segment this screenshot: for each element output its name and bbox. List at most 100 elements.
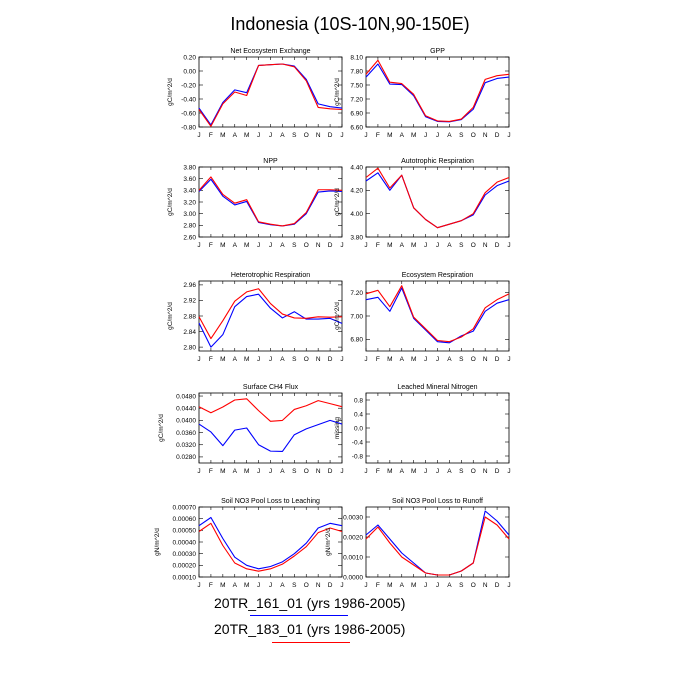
panel-7-frame bbox=[365, 392, 510, 464]
panel-5-xtick-label: O bbox=[471, 356, 476, 363]
panel-3-ylabel: gC/m^2/d bbox=[334, 188, 341, 216]
panel-1-series-183 bbox=[365, 59, 510, 122]
panel-2-ytick-label: 3.80 bbox=[183, 164, 196, 171]
legend-entry-183: 20TR_183_01 (yrs 1986-2005) bbox=[214, 621, 406, 637]
panel-6-xtick-label: J bbox=[257, 468, 260, 475]
panel-5-xtick-label: S bbox=[459, 356, 464, 363]
panel-7-ytick-label: 0.0 bbox=[354, 425, 363, 432]
panel-3-ytick-label: 3.80 bbox=[350, 234, 363, 241]
panel-6-xtick-label: J bbox=[340, 468, 343, 475]
panel-6-frame bbox=[198, 392, 343, 464]
panel-7-xtick-label: S bbox=[459, 468, 464, 475]
panel-8-series-183 bbox=[198, 522, 343, 572]
panel-5-xtick-label: J bbox=[507, 356, 510, 363]
panel-6-xtick-label: M bbox=[244, 468, 249, 475]
panel-9-ytick-label: 0.0020 bbox=[343, 534, 363, 541]
panel-0-xtick-label: S bbox=[292, 132, 297, 139]
panel-3-series-161 bbox=[365, 172, 510, 229]
panel-9-ylabel: gN/m^2/d bbox=[325, 528, 332, 556]
panel-5-ylabel: gC/m^2/d bbox=[334, 302, 341, 330]
panel-0-ytick-label: -0.20 bbox=[181, 82, 196, 89]
panel-7-ytick-label: 0.4 bbox=[354, 411, 363, 418]
panel-4-ytick-label: 2.80 bbox=[183, 344, 196, 351]
panel-7-xtick-label: A bbox=[400, 468, 405, 475]
panel-3-xtick-label: S bbox=[459, 242, 464, 249]
panel-0-xtick-label: A bbox=[233, 132, 238, 139]
panel-2-ylabel: gC/m^2/d bbox=[167, 188, 174, 216]
panel-8-xtick-label: J bbox=[257, 582, 260, 589]
panel-1-xtick-label: J bbox=[364, 132, 367, 139]
panel-1-ytick-label: 7.20 bbox=[350, 96, 363, 103]
panel-8-xtick-label: D bbox=[328, 582, 333, 589]
panel-6-title: Surface CH4 Flux bbox=[243, 384, 299, 391]
panel-4-xtick-label: N bbox=[316, 356, 321, 363]
legend-swatch-183 bbox=[272, 642, 350, 643]
panel-7-xtick-label: J bbox=[424, 468, 427, 475]
panel-1-xtick-label: J bbox=[436, 132, 439, 139]
panel-4-ytick-label: 2.96 bbox=[183, 282, 196, 289]
panel-8-ytick-label: 0.00040 bbox=[173, 539, 197, 546]
panel-6-xtick-label: M bbox=[220, 468, 225, 475]
panel-5-xtick-label: M bbox=[411, 356, 416, 363]
panel-8-ytick-label: 0.00050 bbox=[173, 528, 197, 535]
panel-2-xtick-label: S bbox=[292, 242, 297, 249]
panel-2-xtick-label: O bbox=[304, 242, 309, 249]
panel-6-series-183 bbox=[198, 398, 343, 422]
panel-7-xtick-label: A bbox=[447, 468, 452, 475]
panel-4-xtick-label: J bbox=[197, 356, 200, 363]
panel-9-xtick-label: M bbox=[387, 582, 392, 589]
panel-4-title: Heterotrophic Respiration bbox=[231, 272, 310, 279]
panel-4-xtick-label: J bbox=[340, 356, 343, 363]
panel-0-xtick-label: J bbox=[269, 132, 272, 139]
panel-7-xtick-label: D bbox=[495, 468, 500, 475]
panel-4-ytick-label: 2.88 bbox=[183, 313, 196, 320]
panel-6-xtick-label: D bbox=[328, 468, 333, 475]
panel-2-ytick-label: 2.80 bbox=[183, 223, 196, 230]
panel-8-xtick-label: O bbox=[304, 582, 309, 589]
panel-3-xtick-label: O bbox=[471, 242, 476, 249]
panel-7-xtick-label: O bbox=[471, 468, 476, 475]
panel-0-ytick-label: 0.00 bbox=[183, 68, 196, 75]
panel-5-ytick-label: 7.00 bbox=[350, 313, 363, 320]
legend-swatch-161 bbox=[250, 615, 348, 616]
panel-2-xtick-label: F bbox=[209, 242, 213, 249]
panel-5-xtick-label: M bbox=[387, 356, 392, 363]
panel-7-xtick-label: J bbox=[507, 468, 510, 475]
panel-0-xtick-label: M bbox=[244, 132, 249, 139]
panel-8-xtick-label: N bbox=[316, 582, 321, 589]
panel-9-ytick-label: 0.0010 bbox=[343, 554, 363, 561]
panel-1-xtick-label: O bbox=[471, 132, 476, 139]
panel-0-xtick-label: J bbox=[257, 132, 260, 139]
panel-4-ytick-label: 2.92 bbox=[183, 298, 196, 305]
panel-1-xtick-label: J bbox=[424, 132, 427, 139]
panel-7-xtick-label: J bbox=[436, 468, 439, 475]
panel-8-ytick-label: 0.00030 bbox=[173, 551, 197, 558]
panel-4-xtick-label: O bbox=[304, 356, 309, 363]
panel-4-xtick-label: S bbox=[292, 356, 297, 363]
panel-6-ytick-label: 0.0400 bbox=[176, 418, 196, 425]
panel-3-xtick-label: J bbox=[436, 242, 439, 249]
panel-7-xtick-label: F bbox=[376, 468, 380, 475]
panel-2-xtick-label: A bbox=[280, 242, 285, 249]
panel-2-ytick-label: 3.40 bbox=[183, 188, 196, 195]
panel-8-ytick-label: 0.00070 bbox=[173, 504, 197, 511]
panel-5-xtick-label: J bbox=[436, 356, 439, 363]
panel-4-frame bbox=[198, 280, 343, 352]
panel-8-ytick-label: 0.00010 bbox=[173, 574, 197, 581]
panel-3-xtick-label: J bbox=[364, 242, 367, 249]
panel-3-xtick-label: F bbox=[376, 242, 380, 249]
panel-9-series-161 bbox=[365, 510, 510, 576]
panel-2-title: NPP bbox=[263, 158, 278, 165]
panel-8-ytick-label: 0.00020 bbox=[173, 563, 197, 570]
panel-0-xtick-label: D bbox=[328, 132, 333, 139]
panel-4-xtick-label: M bbox=[220, 356, 225, 363]
panel-1-xtick-label: N bbox=[483, 132, 488, 139]
panel-0-ylabel: gC/m^2/d bbox=[167, 78, 174, 106]
panel-9-xtick-label: M bbox=[411, 582, 416, 589]
panel-1-series-161 bbox=[365, 63, 510, 123]
panel-0-xtick-label: M bbox=[220, 132, 225, 139]
panel-5-xtick-label: F bbox=[376, 356, 380, 363]
panel-9-frame bbox=[365, 506, 510, 578]
panel-4-ytick-label: 2.84 bbox=[183, 329, 196, 336]
